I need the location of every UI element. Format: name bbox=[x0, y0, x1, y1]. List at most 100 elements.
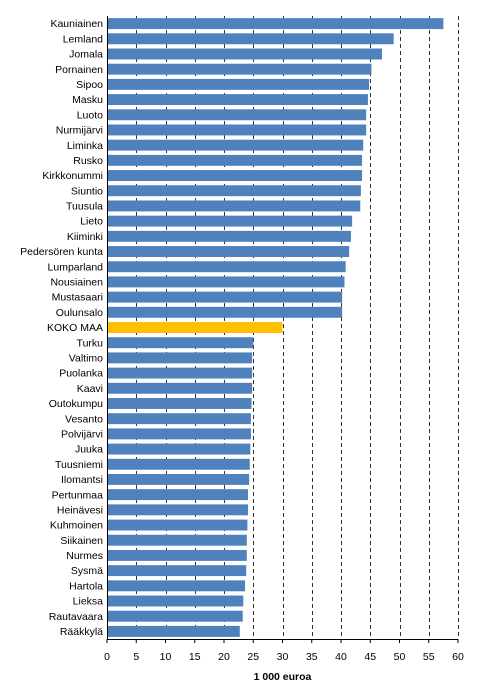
category-label: Oulunsalo bbox=[56, 307, 103, 319]
bar bbox=[107, 48, 382, 60]
bar bbox=[107, 595, 244, 607]
bar bbox=[107, 367, 253, 379]
bar-highlight bbox=[107, 322, 283, 333]
category-label: Sipoo bbox=[76, 79, 103, 91]
category-label: Heinävesi bbox=[57, 504, 103, 516]
category-label: Kuhmoinen bbox=[50, 520, 103, 532]
category-label: Lemland bbox=[63, 33, 103, 45]
x-tick-label: 0 bbox=[104, 651, 110, 663]
x-tick-label: 40 bbox=[335, 651, 347, 663]
category-label: Nousiainen bbox=[50, 277, 103, 289]
x-tick-label: 5 bbox=[133, 651, 139, 663]
category-label: Polvijärvi bbox=[61, 428, 103, 440]
category-label: Kiiminki bbox=[67, 231, 103, 243]
x-axis-title: 1 000 euroa bbox=[254, 671, 312, 683]
category-label: Hartola bbox=[69, 580, 103, 592]
bar bbox=[107, 580, 246, 592]
bar bbox=[107, 352, 253, 364]
category-label: Jomala bbox=[69, 49, 103, 61]
bar bbox=[107, 443, 251, 455]
category-label: Rautavaara bbox=[49, 611, 103, 623]
bar bbox=[107, 504, 248, 516]
category-label: Pertunmaa bbox=[52, 489, 104, 501]
x-tick-label: 20 bbox=[218, 651, 230, 663]
bars bbox=[107, 18, 444, 637]
bar bbox=[107, 139, 364, 151]
bar bbox=[107, 428, 251, 440]
category-label: Nurmijärvi bbox=[56, 125, 103, 137]
x-tick-label: 30 bbox=[277, 651, 289, 663]
bar bbox=[107, 18, 444, 30]
x-tick-label: 35 bbox=[306, 651, 318, 663]
bar bbox=[107, 534, 247, 546]
x-tick-label: 55 bbox=[423, 651, 435, 663]
bar bbox=[107, 306, 343, 318]
bar bbox=[107, 215, 353, 227]
category-label: Sysmä bbox=[71, 565, 103, 577]
category-label: Kirkkonummi bbox=[42, 170, 103, 182]
category-label: Siikainen bbox=[60, 535, 103, 547]
x-tick-label: 60 bbox=[452, 651, 464, 663]
category-label: Tuusniemi bbox=[55, 459, 103, 471]
bar bbox=[107, 94, 368, 106]
bar bbox=[107, 291, 343, 303]
bar bbox=[107, 625, 240, 637]
category-label: Pornainen bbox=[55, 64, 103, 76]
bar bbox=[107, 261, 346, 273]
bar bbox=[107, 185, 361, 197]
bar bbox=[107, 489, 248, 501]
bar bbox=[107, 230, 351, 242]
x-tick-label: 25 bbox=[247, 651, 259, 663]
category-label: Kauniainen bbox=[50, 18, 103, 30]
bar bbox=[107, 382, 253, 394]
bar bbox=[107, 413, 251, 425]
x-tick-label: 10 bbox=[160, 651, 172, 663]
bar bbox=[107, 398, 252, 409]
category-label: Outokumpu bbox=[49, 398, 103, 410]
category-label: Valtimo bbox=[69, 352, 103, 364]
category-label: Lumparland bbox=[48, 261, 104, 273]
bar bbox=[107, 549, 247, 561]
bar bbox=[107, 154, 363, 166]
category-label: Kaavi bbox=[77, 383, 103, 395]
bar bbox=[107, 519, 248, 531]
x-tick-label: 15 bbox=[189, 651, 201, 663]
bar bbox=[107, 610, 243, 622]
category-label: Nurmes bbox=[66, 550, 103, 562]
bar bbox=[107, 473, 250, 485]
bar bbox=[107, 109, 367, 121]
category-label: KOKO MAA bbox=[47, 322, 103, 334]
x-tick-labels: 0 5 10 15 20 25 30 35 40 45 50 55 60 bbox=[104, 639, 464, 663]
bar bbox=[107, 565, 247, 577]
category-label: Masku bbox=[72, 94, 103, 106]
category-labels: Kauniainen Lemland Jomala Pornainen Sipoo Mas… bbox=[20, 18, 103, 638]
x-tick-label: 50 bbox=[394, 651, 406, 663]
bar bbox=[107, 124, 367, 136]
category-label: Tuusula bbox=[66, 201, 103, 213]
bar bbox=[107, 78, 370, 90]
x-tick-label: 45 bbox=[364, 651, 376, 663]
category-label: Ilomantsi bbox=[61, 474, 103, 486]
category-label: Juuka bbox=[75, 444, 103, 456]
bar bbox=[107, 276, 345, 288]
bar bbox=[107, 63, 372, 75]
category-label: Lieksa bbox=[73, 596, 104, 608]
bar bbox=[107, 170, 363, 182]
bar bbox=[107, 200, 361, 212]
category-label: Luoto bbox=[77, 109, 103, 121]
category-label: Siuntio bbox=[71, 185, 103, 197]
category-label: Lieto bbox=[80, 216, 103, 228]
category-label: Pedersören kunta bbox=[20, 246, 103, 258]
bar bbox=[107, 337, 254, 349]
bar bbox=[107, 458, 250, 470]
category-label: Vesanto bbox=[65, 413, 103, 425]
category-label: Mustasaari bbox=[52, 292, 103, 304]
category-label: Liminka bbox=[67, 140, 103, 152]
category-label: Puolanka bbox=[59, 368, 103, 380]
bar bbox=[107, 33, 394, 45]
bar bbox=[107, 246, 350, 257]
category-label: Turku bbox=[77, 337, 104, 349]
category-label: Rusko bbox=[73, 155, 103, 167]
category-label: Rääkkylä bbox=[60, 626, 103, 638]
